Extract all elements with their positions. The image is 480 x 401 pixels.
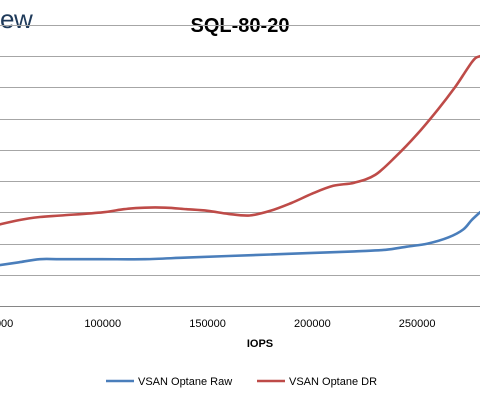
series-line-vsan-optane-raw	[0, 211, 480, 267]
x-tick-labels: 50000 100000 150000 200000 250000	[0, 318, 435, 330]
legend: VSAN Optane Raw VSAN Optane DR	[106, 376, 377, 388]
series-layer	[0, 54, 480, 267]
x-tick-label-3: 200000	[294, 318, 331, 330]
x-axis-label: IOPS	[247, 338, 273, 350]
legend-label-0: VSAN Optane Raw	[138, 376, 232, 388]
grid-lines	[0, 25, 480, 307]
legend-label-1: VSAN Optane DR	[289, 376, 377, 388]
x-tick-label-4: 250000	[399, 318, 436, 330]
x-tick-label-2: 150000	[189, 318, 226, 330]
x-tick-label-0: 50000	[0, 318, 13, 330]
series-line-vsan-optane-dr	[0, 54, 480, 226]
brand-logo-text: ew	[0, 4, 33, 34]
x-tick-label-1: 100000	[84, 318, 121, 330]
